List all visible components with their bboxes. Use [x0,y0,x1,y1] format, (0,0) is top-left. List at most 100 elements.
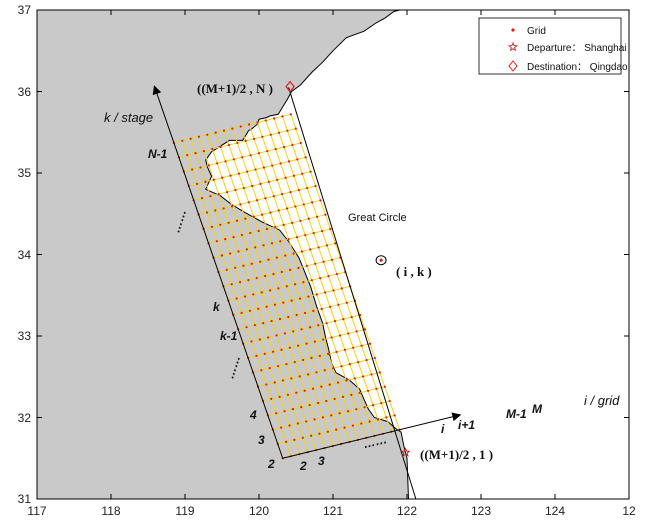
i-label: i+1 [458,418,475,432]
grid-node [393,414,396,417]
grid-node [332,289,335,292]
grid-node [332,367,335,370]
grid-node [252,137,256,140]
grid-node [337,303,340,306]
grid-node [299,219,302,222]
grid-node [285,362,288,366]
grid-node [290,299,293,302]
grid-node [287,315,290,319]
grid-node [260,369,263,372]
grid-node [252,215,255,218]
grid-node [309,170,312,173]
grid-node [313,418,316,421]
grid-node [205,211,209,214]
grid-node [319,277,322,280]
grid-node [315,215,319,218]
grid-node [289,191,292,194]
grid-node [286,393,290,396]
legend-label: Grid [527,26,546,37]
grid-node [212,178,215,181]
grid-node [206,133,209,136]
grid-node [267,180,270,183]
k-label: k [213,300,221,314]
y-tick-label: 32 [18,411,32,425]
grid-node [320,229,324,233]
x-tick-label: 120 [249,504,269,518]
grid-node [259,260,262,263]
diamond-icon [508,60,518,72]
axis-ticks [36,9,630,500]
grid-node [296,422,299,425]
grid-node [302,358,305,362]
grid-node [291,143,294,147]
grid-node [345,301,348,304]
grid-node [269,133,272,136]
grid-node [293,360,296,364]
grid-node [318,432,321,435]
grid-node [237,172,240,175]
grid-node [254,246,257,249]
grid-node [219,223,222,226]
grid-node [288,346,291,349]
grid-node [340,365,343,368]
grid-node [311,387,315,390]
grid-node [247,123,251,126]
grid-node [247,201,250,204]
grid-node [236,141,239,145]
grid-node [210,225,214,228]
grid-node [219,145,222,149]
grid-node [281,193,284,196]
grid-node [244,217,247,220]
grid-node [309,248,312,251]
grid-node [255,199,259,202]
grid-node [380,401,383,405]
grid-node [304,234,307,237]
grid-node [303,311,307,315]
i-axis-arrow [282,412,462,459]
grid-node [335,272,338,276]
grid-node [308,403,311,407]
grid-node [240,311,243,314]
grid-node [246,170,249,173]
grid-node [272,272,275,276]
grid-node [351,424,354,427]
grid-node [346,410,350,413]
grid-node [278,317,282,321]
grid-node [242,186,245,190]
grid-node [311,201,314,204]
grid-node [232,235,235,239]
grid-node [297,188,300,192]
grid-node [234,188,237,192]
grid-node [244,139,247,142]
grid-node [225,190,229,194]
grid-node [254,168,257,171]
grid-node [259,182,262,185]
grid-node [308,326,312,329]
cell-node-label: ( i , k ) [396,264,432,279]
grid-node [260,291,263,294]
grid-node [222,207,225,210]
grid-node [310,434,313,437]
grid-node [315,293,318,296]
grid-node [314,262,317,265]
grid-node [222,129,226,132]
destination-diamond-icon [285,80,295,93]
grid-node [292,174,295,177]
grid-node [268,367,271,370]
grid-node [265,227,269,231]
grid-node [312,309,315,312]
grid-node [285,285,288,288]
grid-node [257,307,260,310]
top-node-label: ((M+1)/2 , N ) [197,81,273,96]
y-tick-label: 33 [18,329,32,343]
grid-node [261,135,264,138]
i-label: 3 [318,454,325,468]
grid-node [237,250,240,253]
grid-node [267,258,270,261]
grid-node [286,129,289,132]
grid-node [365,358,368,362]
grid-node [289,113,292,116]
grid-node [298,297,302,300]
grid-node [248,309,252,312]
grid-node [287,160,291,163]
